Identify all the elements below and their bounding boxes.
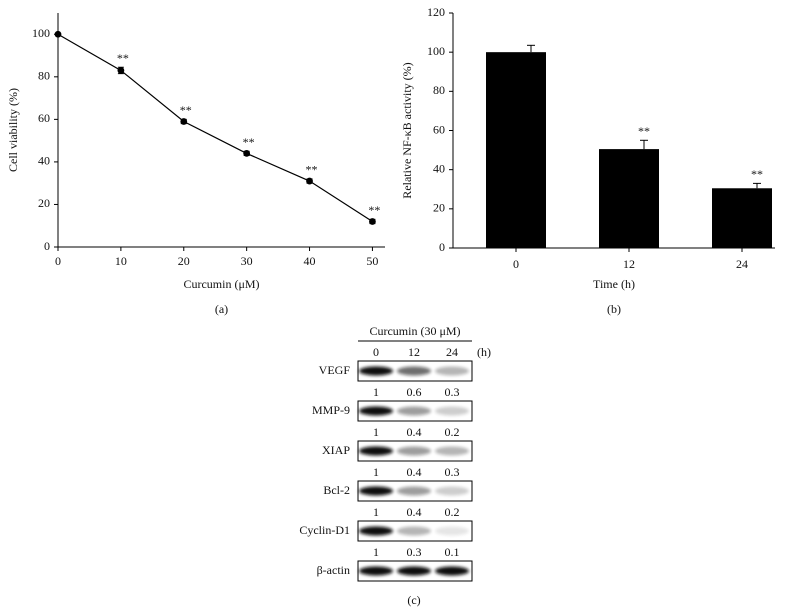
y-tick-label: 80	[433, 83, 445, 97]
data-point	[243, 150, 251, 157]
y-tick-label: 100	[32, 26, 50, 40]
row-label: β-actin	[317, 563, 350, 577]
quant-label: 0.4	[407, 505, 422, 519]
y-tick-label: 120	[427, 5, 445, 19]
y-tick-label: 60	[38, 111, 50, 125]
x-tick-label: 24	[736, 257, 748, 271]
y-tick-label: 20	[38, 196, 50, 210]
y-tick-label: 0	[44, 239, 50, 253]
lane-unit: (h)	[477, 345, 491, 359]
significance-label: **	[751, 167, 763, 181]
significance-label: **	[117, 51, 129, 65]
quant-label: 0.1	[445, 545, 460, 559]
quant-label: 1	[373, 545, 379, 559]
x-tick-label: 30	[241, 254, 253, 268]
y-axis-title: Relative NF-κB activity (%)	[400, 62, 414, 198]
x-tick-label: 0	[513, 257, 519, 271]
blot-band	[435, 486, 469, 496]
significance-label: **	[368, 203, 380, 217]
data-point	[369, 218, 376, 225]
significance-label: **	[638, 124, 650, 138]
blot-band	[359, 526, 393, 536]
blot-band	[435, 406, 469, 416]
lane-label: 0	[373, 345, 379, 359]
row-label: MMP-9	[312, 403, 350, 417]
data-point	[54, 30, 62, 38]
y-tick-label: 20	[433, 201, 445, 215]
y-axis-title: Cell viability (%)	[6, 88, 20, 172]
blot-band	[359, 406, 393, 416]
significance-label: **	[180, 103, 192, 117]
y-tick-label: 80	[38, 69, 50, 83]
x-axis-title: Time (h)	[593, 277, 635, 291]
row-label: Bcl-2	[323, 483, 350, 497]
blot-band	[397, 406, 431, 416]
blot-band	[435, 566, 469, 576]
bar	[486, 52, 546, 248]
y-tick-label: 60	[433, 122, 445, 136]
blot-band	[359, 486, 393, 496]
x-axis-title: Curcumin (μM)	[183, 277, 259, 291]
y-tick-label: 40	[433, 161, 445, 175]
blot-band	[435, 526, 469, 536]
y-tick-label: 100	[427, 44, 445, 58]
blot-band	[397, 566, 431, 576]
x-tick-label: 12	[623, 257, 635, 271]
blot-band	[359, 446, 393, 456]
x-tick-label: 10	[115, 254, 127, 268]
blot-band	[359, 366, 393, 376]
quant-label: 1	[373, 465, 379, 479]
panel-label: (c)	[407, 593, 420, 607]
data-point	[117, 67, 125, 74]
quant-label: 0.4	[407, 425, 422, 439]
blot-band	[359, 566, 393, 576]
x-tick-label: 40	[304, 254, 316, 268]
quant-label: 1	[373, 425, 379, 439]
blot-band	[397, 486, 431, 496]
blot-header: Curcumin (30 μM)	[369, 324, 460, 338]
x-tick-label: 20	[178, 254, 190, 268]
y-tick-label: 0	[439, 240, 445, 254]
row-label: VEGF	[319, 363, 351, 377]
panel-label: (a)	[215, 302, 228, 316]
quant-label: 0.3	[407, 545, 422, 559]
quant-label: 1	[373, 385, 379, 399]
quant-label: 1	[373, 505, 379, 519]
quant-label: 0.4	[407, 465, 422, 479]
row-label: Cyclin-D1	[299, 523, 350, 537]
quant-label: 0.3	[445, 385, 460, 399]
y-tick-label: 40	[38, 154, 50, 168]
x-tick-label: 50	[366, 254, 378, 268]
row-label: XIAP	[322, 443, 350, 457]
bar	[712, 188, 772, 248]
bar	[599, 149, 659, 248]
quant-label: 0.6	[407, 385, 422, 399]
x-tick-label: 0	[55, 254, 61, 268]
data-point	[180, 118, 188, 125]
blot-band	[435, 366, 469, 376]
quant-label: 0.3	[445, 465, 460, 479]
lane-label: 24	[446, 345, 458, 359]
lane-label: 12	[408, 345, 420, 359]
blot-band	[397, 526, 431, 536]
panel-label: (b)	[607, 302, 621, 316]
blot-band	[397, 366, 431, 376]
data-point	[306, 177, 313, 185]
significance-label: **	[306, 163, 318, 177]
data-line	[57, 33, 373, 222]
blot-band	[397, 446, 431, 456]
quant-label: 0.2	[445, 505, 460, 519]
quant-label: 0.2	[445, 425, 460, 439]
blot-band	[435, 446, 469, 456]
significance-label: **	[243, 135, 255, 149]
